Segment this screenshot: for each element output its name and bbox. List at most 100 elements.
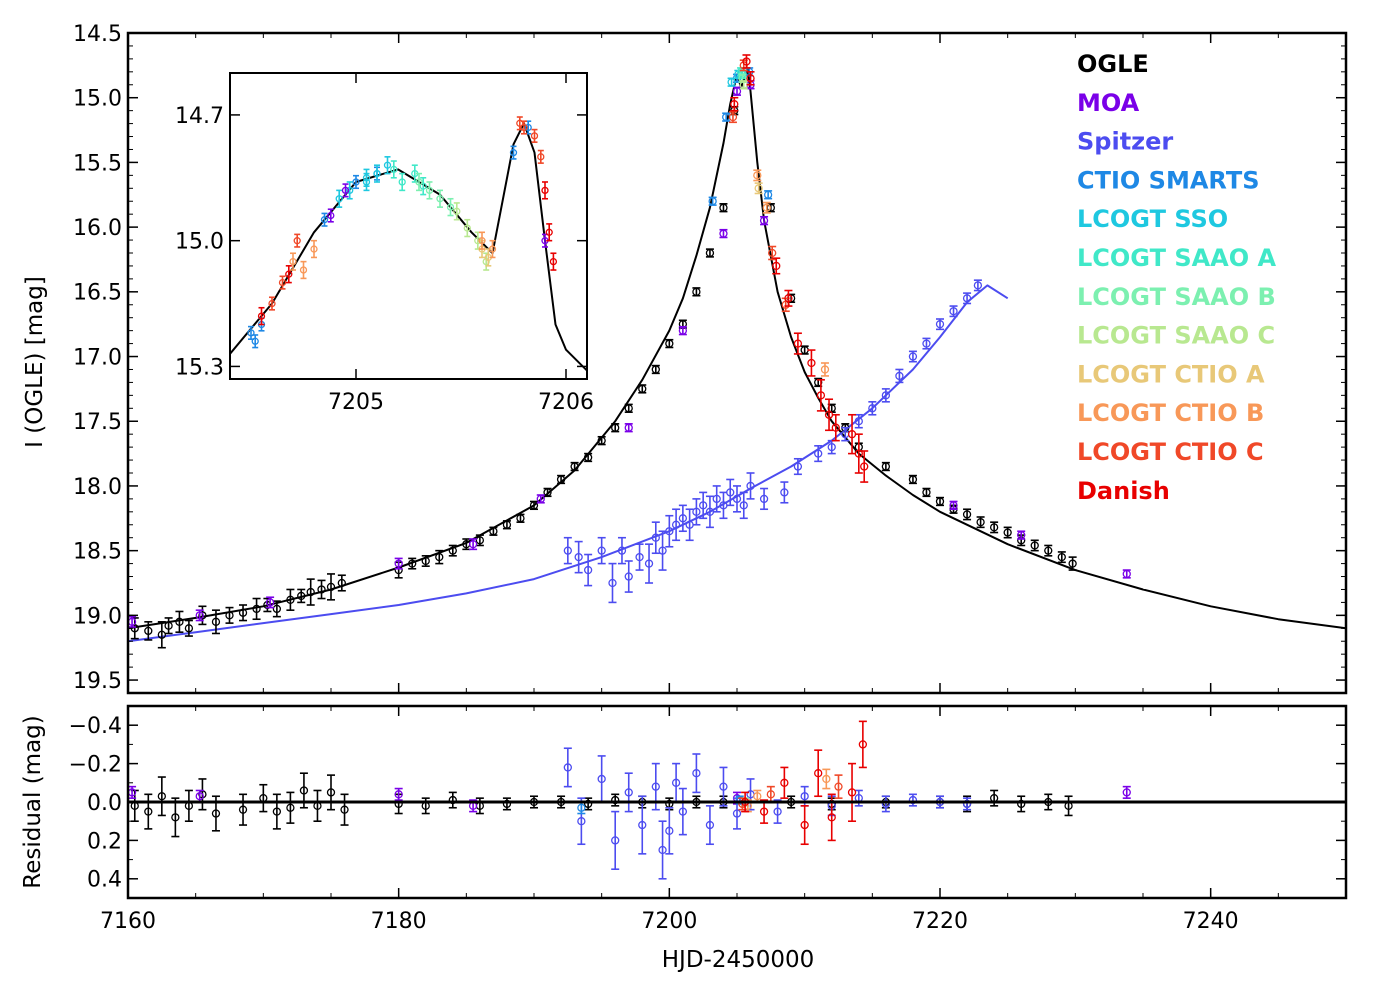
main-point [468, 540, 478, 549]
main-point [814, 449, 823, 458]
main-point [238, 608, 248, 617]
inset-point [299, 266, 308, 274]
inset-point [289, 257, 297, 266]
residual-series-ctio-smarts [577, 795, 744, 815]
inset-point [257, 312, 266, 320]
main-point [860, 462, 869, 471]
main-point [922, 488, 931, 497]
residual-point [719, 782, 728, 791]
inset-point [425, 186, 434, 195]
residual-point [502, 799, 512, 809]
main-point [881, 391, 891, 400]
main-point [638, 384, 647, 394]
main-point [922, 339, 931, 348]
main-point [608, 578, 617, 588]
main-point [719, 203, 728, 212]
residual-point [144, 807, 153, 816]
main-point [1068, 559, 1077, 568]
main-point [868, 404, 877, 413]
main-point [671, 520, 681, 529]
residual-point [394, 790, 403, 799]
main-point [962, 510, 972, 519]
main-point [617, 546, 627, 555]
inset-y-tick-label: 15.3 [175, 355, 224, 380]
residual-x-tick-label: 7180 [371, 909, 427, 934]
main-series-lcogt-saao-c [739, 80, 748, 90]
main-point [489, 527, 498, 536]
inset-point [549, 257, 558, 266]
main-point [611, 423, 620, 432]
residual-point [286, 803, 295, 812]
residual-point [800, 820, 809, 830]
main-point [435, 552, 444, 562]
inset-panel: 7205 7206 14.7 15.0 15.3 [175, 72, 594, 415]
residual-point [658, 845, 667, 855]
main-point [563, 546, 572, 555]
legend-entry-spitzer: Spitzer [1077, 128, 1173, 156]
main-series-spitzer [563, 279, 983, 604]
main-point [195, 611, 204, 620]
inset-point [346, 186, 354, 195]
main-point [1003, 528, 1012, 537]
main-point [337, 578, 346, 588]
legend-entry-danish: Danish [1077, 477, 1170, 505]
residual-point [326, 788, 336, 797]
residual-y-tick-label: 0.2 [87, 829, 122, 854]
residual-y-tick-label: −0.2 [69, 753, 122, 778]
main-point [827, 442, 836, 452]
main-point [1057, 552, 1066, 562]
main-series-lcogt-ctio-c [728, 59, 790, 313]
main-y-tick-label: 18.5 [73, 540, 122, 565]
main-point [692, 507, 701, 516]
residual-point [822, 774, 831, 784]
residual-point [340, 805, 349, 814]
main-point [962, 294, 972, 303]
main-point [529, 501, 539, 510]
main-y-tick-label: 17.0 [73, 345, 122, 370]
main-point [1044, 546, 1053, 555]
main-point [574, 552, 583, 562]
main-point [570, 462, 579, 471]
main-y-tick-label: 17.5 [73, 410, 122, 435]
inset-series-lcogt-sso [335, 156, 392, 208]
residual-point [759, 807, 769, 816]
main-point [144, 626, 153, 636]
inset-point [419, 182, 427, 190]
residual-point [881, 799, 891, 809]
residual-point [171, 813, 180, 822]
main-point [976, 518, 985, 527]
residual-point [638, 820, 647, 830]
residual-point [847, 788, 857, 797]
main-point [807, 358, 816, 368]
main-point [973, 281, 983, 290]
inset-point [383, 161, 392, 169]
inset-y-tick-label: 15.0 [175, 230, 224, 255]
inset-background [230, 73, 587, 379]
main-point [272, 604, 282, 614]
main-point [624, 572, 633, 581]
main-point [651, 365, 660, 374]
residual-point [962, 799, 972, 809]
legend-entry-lcogt-ctio-c: LCOGT CTIO C [1077, 438, 1264, 466]
main-point [297, 591, 306, 601]
main-point [949, 307, 958, 316]
inset-point [509, 148, 518, 157]
residual-point [753, 792, 762, 801]
main-point [854, 449, 863, 458]
residual-point [780, 778, 789, 787]
main-series-ogle [130, 105, 1077, 649]
inset-point [520, 123, 528, 132]
main-point [759, 216, 769, 225]
residual-series-danish [740, 720, 868, 846]
main-point [252, 604, 261, 614]
inset-point [530, 132, 539, 140]
main-point [772, 261, 781, 271]
inset-frame [229, 72, 588, 380]
main-point [164, 621, 173, 630]
legend-entry-lcogt-saao-c: LCOGT SAAO C [1077, 322, 1275, 350]
x-axis-label: HJD-2450000 [662, 947, 815, 973]
main-point [816, 391, 826, 400]
main-point [727, 78, 736, 87]
main-point [699, 501, 708, 510]
